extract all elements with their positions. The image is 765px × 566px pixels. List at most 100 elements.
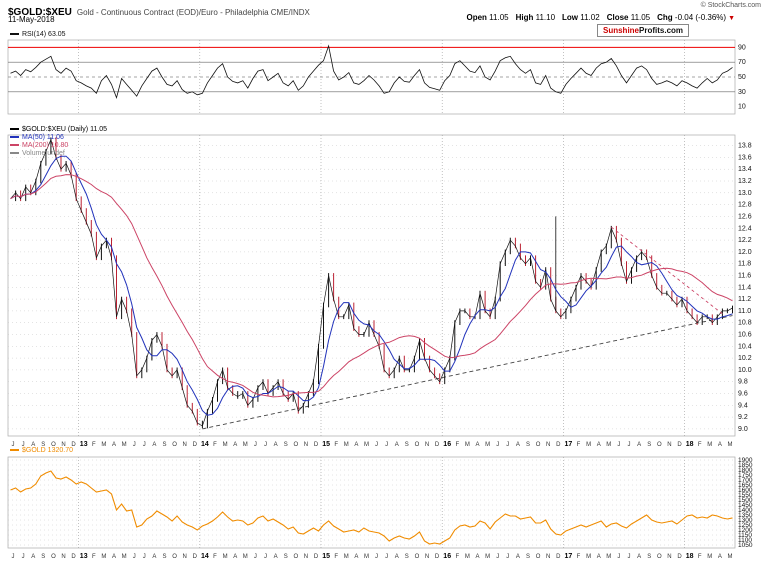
svg-text:D: D <box>435 554 440 560</box>
svg-text:J: J <box>143 554 146 560</box>
svg-text:F: F <box>455 554 459 560</box>
svg-text:A: A <box>395 554 399 560</box>
svg-text:S: S <box>647 554 651 560</box>
svg-text:J: J <box>385 442 388 448</box>
svg-text:M: M <box>344 442 349 448</box>
svg-text:A: A <box>395 442 399 448</box>
svg-text:A: A <box>31 442 35 448</box>
gold-panel-border <box>7 456 736 549</box>
svg-text:70: 70 <box>738 59 746 66</box>
svg-text:D: D <box>314 554 319 560</box>
svg-text:12.6: 12.6 <box>738 213 752 220</box>
ohlc-quote-row: Open 11.05 High 11.10 Low 11.02 Close 11.05… <box>459 13 735 22</box>
svg-text:J: J <box>506 554 509 560</box>
quote-value: 11.05 <box>628 13 651 22</box>
svg-text:M: M <box>465 554 470 560</box>
svg-text:D: D <box>193 554 198 560</box>
price-close-line <box>10 138 733 427</box>
quote-label: High <box>515 13 534 22</box>
svg-text:15: 15 <box>322 553 330 560</box>
svg-text:A: A <box>597 554 601 560</box>
svg-text:D: D <box>71 554 76 560</box>
rsi-line-swatch-icon <box>10 33 19 36</box>
quote-value: 11.02 <box>578 13 600 22</box>
quote-label: Open <box>466 13 487 22</box>
svg-text:13.4: 13.4 <box>738 166 752 173</box>
svg-text:S: S <box>41 554 45 560</box>
svg-text:M: M <box>465 442 470 448</box>
svg-text:M: M <box>122 442 127 448</box>
rsi-line <box>10 44 733 100</box>
svg-text:O: O <box>536 554 541 560</box>
svg-text:10.0: 10.0 <box>738 367 752 374</box>
svg-text:17: 17 <box>565 441 573 448</box>
price-panel-legend: $GOLD:$XEU (Daily) 11.05 MA(50) 11.06 MA(2… <box>10 126 107 158</box>
svg-text:A: A <box>274 554 278 560</box>
svg-text:J: J <box>264 554 267 560</box>
svg-text:1400: 1400 <box>738 507 753 514</box>
svg-text:A: A <box>637 554 641 560</box>
ticker-symbol: $GOLD:$XEU <box>8 7 72 18</box>
svg-text:A: A <box>718 554 722 560</box>
price-panel-border <box>7 134 736 437</box>
svg-text:11.8: 11.8 <box>738 261 751 268</box>
svg-text:1500: 1500 <box>738 497 753 504</box>
svg-text:O: O <box>657 554 662 560</box>
svg-text:J: J <box>143 442 146 448</box>
svg-text:N: N <box>304 442 308 448</box>
sunshineprofits-watermark[interactable]: SunshineProfits.com <box>597 24 690 37</box>
gold-panel <box>10 470 733 545</box>
svg-text:M: M <box>728 554 733 560</box>
svg-text:11.2: 11.2 <box>738 296 751 303</box>
svg-text:18: 18 <box>686 553 694 560</box>
svg-text:J: J <box>133 554 136 560</box>
svg-text:1200: 1200 <box>738 527 753 534</box>
svg-text:30: 30 <box>738 89 746 96</box>
svg-text:12.0: 12.0 <box>738 249 752 256</box>
svg-text:F: F <box>92 442 96 448</box>
gold-legend-label: $GOLD 1320.70 <box>22 447 73 454</box>
svg-text:J: J <box>254 554 257 560</box>
legend-swatch-icon <box>10 144 19 147</box>
svg-text:A: A <box>112 554 116 560</box>
svg-text:12.2: 12.2 <box>738 237 752 244</box>
svg-text:1650: 1650 <box>738 482 753 489</box>
svg-text:N: N <box>425 554 429 560</box>
svg-text:F: F <box>698 554 702 560</box>
svg-text:J: J <box>133 442 136 448</box>
svg-text:13.0: 13.0 <box>738 190 752 197</box>
svg-text:N: N <box>61 554 65 560</box>
svg-text:1150: 1150 <box>738 532 752 539</box>
svg-text:J: J <box>628 442 631 448</box>
legend-label: MA(50) 11.06 <box>22 134 64 141</box>
svg-text:M: M <box>707 554 712 560</box>
svg-text:N: N <box>61 442 65 448</box>
svg-text:9.2: 9.2 <box>738 414 748 421</box>
svg-text:O: O <box>51 442 56 448</box>
svg-text:O: O <box>293 554 298 560</box>
svg-text:O: O <box>172 554 177 560</box>
svg-text:15: 15 <box>322 441 330 448</box>
legend-item: $GOLD:$XEU (Daily) 11.05 <box>10 126 107 134</box>
svg-text:12.4: 12.4 <box>738 225 752 232</box>
quote-label: Chg <box>657 13 673 22</box>
svg-text:10.4: 10.4 <box>738 343 752 350</box>
svg-text:N: N <box>425 442 429 448</box>
svg-text:S: S <box>41 442 45 448</box>
gridlines <box>7 39 736 549</box>
svg-text:12.8: 12.8 <box>738 202 752 209</box>
svg-text:A: A <box>354 554 358 560</box>
legend-swatch-icon <box>10 152 19 155</box>
svg-text:17: 17 <box>565 553 573 560</box>
svg-text:O: O <box>172 442 177 448</box>
svg-text:13: 13 <box>80 441 88 448</box>
svg-text:A: A <box>112 442 116 448</box>
svg-text:9.0: 9.0 <box>738 426 748 433</box>
quote-label: Low <box>562 13 579 22</box>
svg-text:F: F <box>213 442 217 448</box>
svg-text:13.2: 13.2 <box>738 178 752 185</box>
svg-text:J: J <box>22 442 25 448</box>
svg-text:A: A <box>274 442 278 448</box>
svg-text:90: 90 <box>738 44 746 51</box>
svg-text:A: A <box>152 442 156 448</box>
